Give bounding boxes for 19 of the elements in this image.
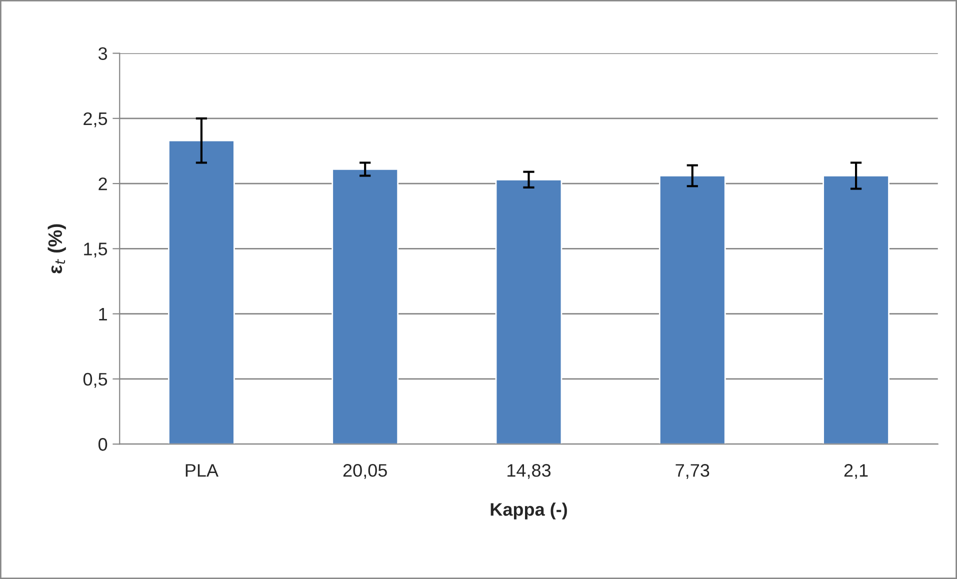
y-tick-label: 1: [99, 308, 107, 320]
bar: [822, 175, 890, 444]
x-tick-label: 14,83: [508, 464, 551, 479]
x-tick-label: PLA: [186, 464, 218, 477]
bar: [332, 168, 399, 444]
x-tick-label: 7,73: [676, 464, 710, 479]
y-axis-title: ε$_{t}$ (%): [48, 224, 66, 274]
x-tick-label: 2,1: [844, 464, 868, 479]
y-tick-label: 0,5: [83, 372, 108, 388]
y-tick-label: 3: [98, 47, 108, 60]
y-tick-label: 1,5: [84, 242, 108, 258]
y-tick-label: 2: [98, 177, 107, 190]
y-tick-label: 0: [98, 438, 108, 451]
bar: [168, 140, 235, 444]
y-tick-label: 2,5: [84, 112, 108, 128]
bar: [495, 178, 562, 444]
x-axis-title: Kappa (-): [490, 502, 567, 520]
x-tick-label: 20,05: [343, 464, 387, 479]
bar: [658, 175, 726, 444]
